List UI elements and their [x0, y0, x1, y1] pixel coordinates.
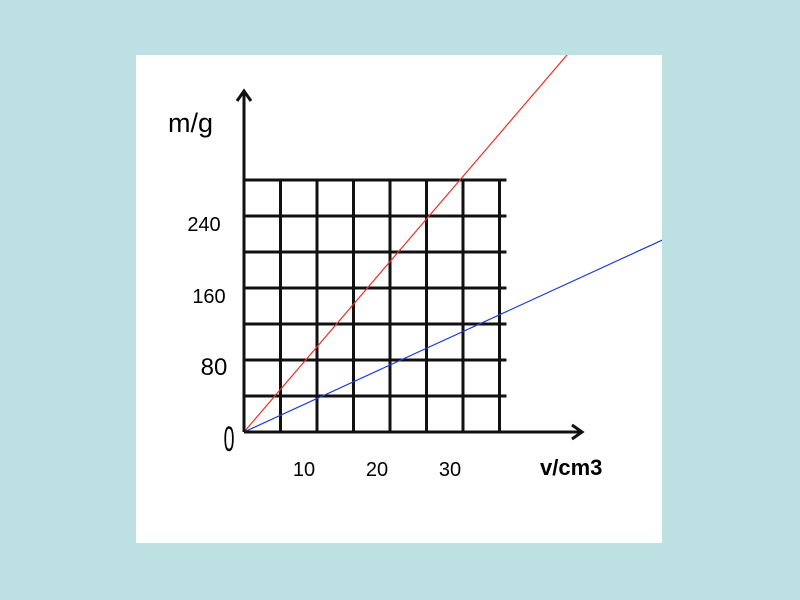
y-tick-label: 80 — [201, 354, 228, 381]
series-line-blue — [243, 239, 662, 433]
grid — [244, 178, 507, 432]
x-tick-label: 20 — [366, 459, 388, 481]
origin-label: 0 — [224, 420, 235, 460]
figure-card: m/g v/cm3 0 10 20 30 80 160 240 — [136, 55, 662, 543]
labels: m/g v/cm3 0 10 20 30 80 160 240 — [168, 108, 602, 481]
x-axis-arrow — [571, 423, 585, 441]
axes — [235, 88, 585, 441]
y-axis-arrow — [235, 88, 253, 102]
y-axis-label: m/g — [168, 108, 213, 138]
mass-volume-chart: m/g v/cm3 0 10 20 30 80 160 240 — [168, 55, 662, 481]
x-tick-label: 30 — [439, 459, 461, 481]
x-axis-label: v/cm3 — [540, 455, 602, 480]
y-tick-label: 160 — [192, 286, 225, 308]
series-line-red — [243, 55, 568, 433]
y-tick-label: 240 — [187, 214, 220, 236]
x-tick-label: 10 — [293, 459, 315, 481]
data-series — [243, 55, 662, 433]
